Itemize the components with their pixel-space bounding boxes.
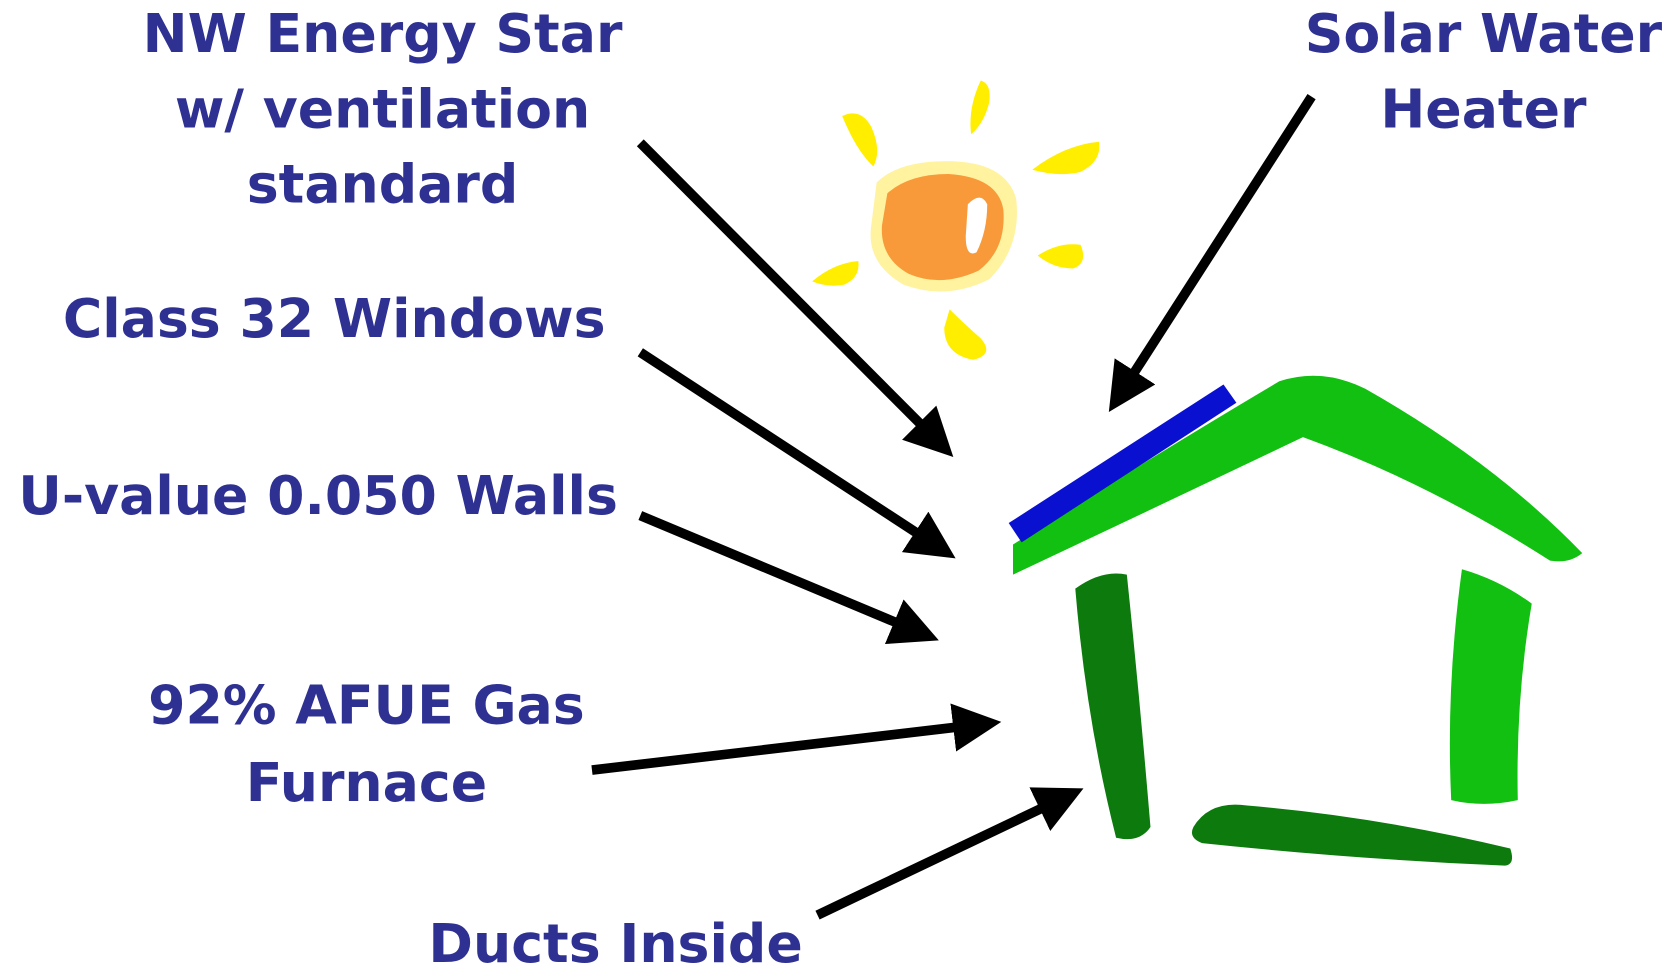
- label: Class 32 Windows: [63, 287, 606, 350]
- label: U-value 0.050 Walls: [18, 464, 618, 527]
- diagram: NW Energy Star w/ ventilation standard S…: [0, 0, 1678, 972]
- label: 92% AFUE Gas: [148, 674, 585, 737]
- sun: [812, 81, 1099, 360]
- label: Solar Water: [1305, 2, 1663, 65]
- arrow: [818, 796, 1068, 915]
- arrow: [640, 516, 922, 634]
- house: [1009, 376, 1583, 866]
- label: Furnace: [246, 751, 487, 814]
- arrow: [592, 724, 984, 770]
- label: NW Energy Star: [143, 2, 623, 65]
- label: Ducts Inside: [428, 912, 802, 972]
- label: w/ ventilation: [175, 77, 590, 140]
- label: standard: [247, 153, 519, 216]
- arrow: [1118, 97, 1311, 398]
- label: Heater: [1380, 77, 1587, 140]
- arrow: [640, 352, 941, 549]
